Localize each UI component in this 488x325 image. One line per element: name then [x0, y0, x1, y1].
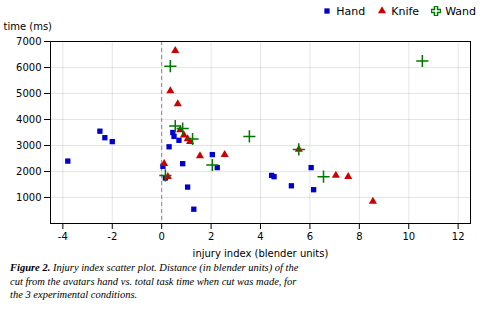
svg-text:5000: 5000 [16, 88, 41, 99]
html-text:Hand: Hand [336, 4, 366, 18]
svg-text:-4: -4 [58, 231, 68, 242]
svg-text:2000: 2000 [16, 166, 41, 177]
svg-text:12: 12 [452, 231, 465, 242]
svg-text:8: 8 [356, 231, 362, 242]
svg-text:6000: 6000 [16, 62, 41, 73]
svg-text:3000: 3000 [16, 140, 41, 151]
html-text:Wand: Wand [445, 4, 476, 18]
svg-text:1000: 1000 [16, 192, 41, 203]
svg-text:injury index (blender units): injury index (blender units) [193, 248, 329, 259]
svg-text:0: 0 [158, 231, 164, 242]
svg-text:10: 10 [402, 231, 415, 242]
svg-text:-2: -2 [107, 231, 117, 242]
html-text:Figure 2. Injury index scatter: Figure 2. Injury index scatter plot. Dis… [10, 262, 299, 301]
html-text:Knife: Knife [391, 4, 420, 18]
svg-text:2: 2 [208, 231, 214, 242]
svg-text:time (ms): time (ms) [4, 21, 53, 32]
svg-text:4000: 4000 [16, 114, 41, 125]
svg-text:7000: 7000 [16, 36, 41, 47]
svg-text:4: 4 [257, 231, 263, 242]
svg-text:6: 6 [307, 231, 313, 242]
